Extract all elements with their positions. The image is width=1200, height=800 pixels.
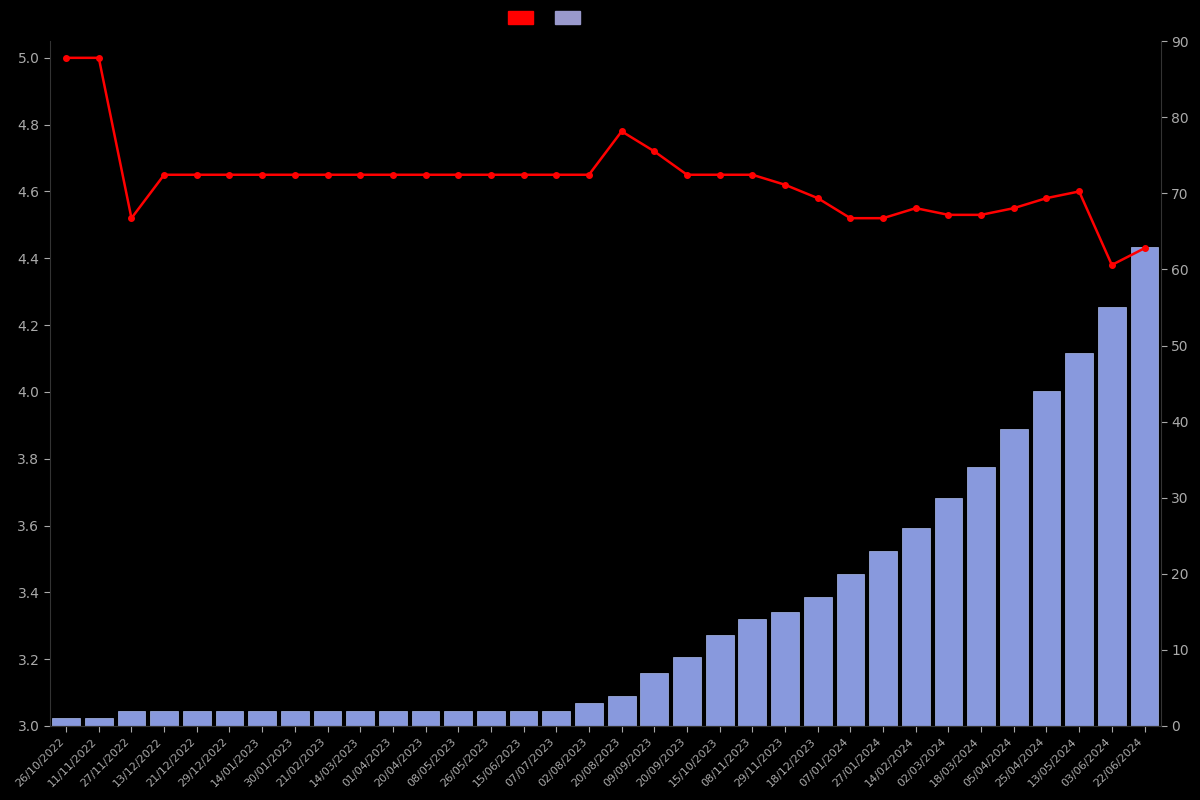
Legend: , : , (504, 7, 595, 30)
Bar (281, 710, 308, 726)
Bar (1000, 430, 1027, 726)
Bar (575, 703, 602, 726)
Bar (510, 710, 538, 726)
Bar (182, 710, 211, 726)
Bar (738, 619, 767, 726)
Bar (967, 467, 995, 726)
Bar (673, 658, 701, 726)
Bar (836, 574, 864, 726)
Bar (804, 597, 832, 726)
Bar (772, 612, 799, 726)
Bar (607, 695, 636, 726)
Bar (542, 710, 570, 726)
Bar (869, 551, 896, 726)
Bar (53, 718, 80, 726)
Bar (706, 634, 733, 726)
Bar (118, 710, 145, 726)
Bar (85, 718, 113, 726)
Bar (313, 710, 342, 726)
Bar (478, 710, 505, 726)
Bar (935, 498, 962, 726)
Bar (379, 710, 407, 726)
Bar (1098, 307, 1126, 726)
Bar (902, 528, 930, 726)
Bar (216, 710, 244, 726)
Bar (248, 710, 276, 726)
Bar (1066, 353, 1093, 726)
Bar (444, 710, 472, 726)
Bar (1032, 391, 1061, 726)
Bar (1130, 246, 1158, 726)
Bar (641, 673, 668, 726)
Bar (347, 710, 374, 726)
Bar (150, 710, 178, 726)
Bar (412, 710, 439, 726)
